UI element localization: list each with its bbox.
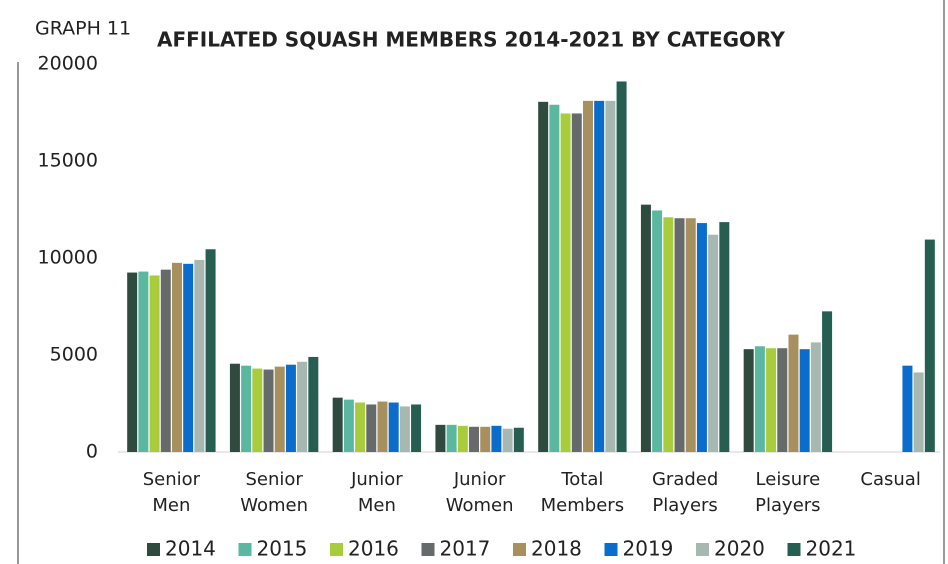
bar <box>457 425 468 452</box>
bar <box>913 372 924 452</box>
bar <box>652 210 663 452</box>
bar <box>127 272 138 452</box>
x-tick-label: Casual <box>860 469 920 490</box>
bar <box>205 249 216 452</box>
bar <box>377 401 388 452</box>
bar <box>274 366 285 452</box>
legend-swatch <box>330 543 343 556</box>
bar <box>822 311 833 452</box>
bar <box>388 402 399 452</box>
chart-title: AFFILATED SQUASH MEMBERS 2014-2021 BY CA… <box>157 28 785 52</box>
bar <box>308 356 319 452</box>
bar <box>513 427 524 452</box>
legend-swatch <box>696 543 709 556</box>
x-tick-label: Senior <box>245 469 303 490</box>
bar <box>285 364 296 452</box>
legend-label: 2018 <box>531 537 582 561</box>
bar <box>297 361 308 452</box>
bar <box>685 218 696 452</box>
bar <box>777 348 788 452</box>
x-tick-label: Graded <box>652 469 718 490</box>
y-tick-label: 20000 <box>38 53 98 75</box>
legend-label: 2020 <box>714 537 765 561</box>
bar <box>399 406 410 452</box>
x-tick-label: Men <box>152 495 190 516</box>
bar <box>241 365 252 452</box>
bar <box>640 204 651 452</box>
bar <box>810 342 821 452</box>
x-tick-label: Women <box>446 495 514 516</box>
bar <box>743 349 754 452</box>
bar <box>549 104 560 453</box>
y-tick-label: 10000 <box>38 247 98 269</box>
bar <box>446 424 457 452</box>
x-tick-label: Junior <box>350 469 403 490</box>
bar <box>605 100 616 453</box>
bar <box>663 217 674 452</box>
bar <box>469 426 480 452</box>
y-tick-label: 5000 <box>50 344 98 366</box>
legend-swatch <box>787 543 801 556</box>
y-tick-label: 0 <box>86 441 98 463</box>
bar <box>435 424 446 452</box>
bar <box>719 222 730 452</box>
bar <box>160 269 171 452</box>
y-tick-label: 15000 <box>38 150 98 172</box>
legend-swatch <box>147 543 160 556</box>
legend-label: 2016 <box>348 537 399 561</box>
bar <box>571 113 582 452</box>
bar <box>411 404 422 452</box>
bar <box>766 348 777 452</box>
bar <box>229 363 240 452</box>
x-tick-label: Members <box>541 495 624 516</box>
bar <box>674 218 685 452</box>
x-tick-label: Junior <box>453 469 506 490</box>
legend-swatch <box>421 543 435 556</box>
x-tick-label: Senior <box>143 469 201 490</box>
legend-label: 2021 <box>806 537 857 561</box>
bar <box>560 113 571 452</box>
bar <box>171 262 182 452</box>
bar <box>616 81 627 453</box>
bar <box>754 346 765 452</box>
legend-label: 2015 <box>257 537 308 561</box>
bar <box>149 275 160 452</box>
legend-swatch <box>513 543 526 556</box>
x-tick-label: Players <box>652 495 717 516</box>
legend-label: 2019 <box>623 537 674 561</box>
bar <box>902 365 913 452</box>
bar <box>491 425 502 452</box>
bar <box>788 334 799 452</box>
bar <box>183 263 194 452</box>
bar <box>502 428 513 452</box>
graph-label: GRAPH 11 <box>35 18 131 40</box>
bar <box>696 223 707 452</box>
legend-label: 2017 <box>440 537 491 561</box>
legend-swatch <box>604 543 618 556</box>
bar <box>799 349 810 452</box>
bar <box>480 426 491 452</box>
bar <box>594 100 605 453</box>
bar <box>263 369 274 452</box>
bar <box>366 404 377 452</box>
legend-label: 2014 <box>165 537 216 561</box>
bar <box>538 101 549 452</box>
bar <box>343 399 354 452</box>
bar <box>194 259 205 452</box>
bar <box>708 234 719 452</box>
legend-swatch <box>238 543 252 556</box>
bar <box>252 368 263 452</box>
bar <box>138 271 149 452</box>
bar <box>332 397 343 452</box>
bar <box>924 239 935 452</box>
bar <box>582 100 593 453</box>
x-tick-label: Men <box>358 495 396 516</box>
bar <box>355 402 366 452</box>
x-tick-label: Players <box>755 495 820 516</box>
x-tick-label: Women <box>240 495 308 516</box>
x-tick-label: Leisure <box>756 469 821 490</box>
x-tick-label: Total <box>560 469 603 490</box>
